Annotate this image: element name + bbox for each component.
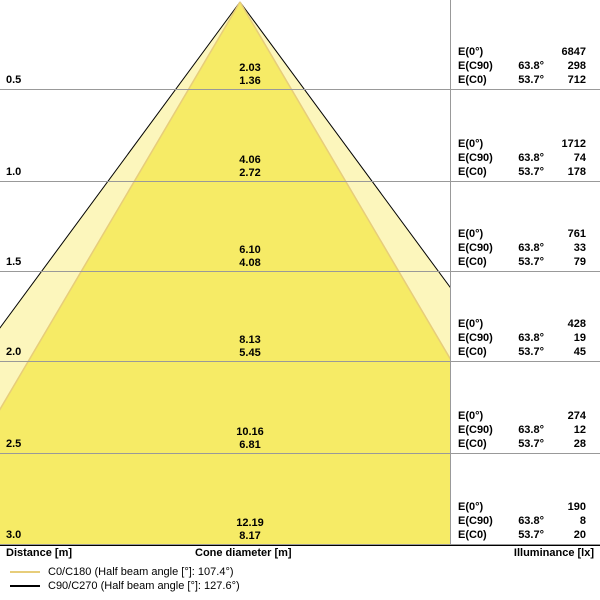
cone-d2: 4.08 (200, 257, 300, 270)
cone-d2: 8.17 (200, 530, 300, 543)
distance-label: 1.0 (6, 166, 21, 178)
axis-labels: Distance [m] Cone diameter [m] Illuminan… (0, 545, 600, 561)
illuminance-block: E(0°) 274 E(C90)63.8°12 E(C0)53.7°28 (450, 410, 600, 451)
cone-values: 10.166.81 (200, 426, 300, 452)
lbl-ec90: E(C90) (450, 60, 500, 74)
val-e0: 761 (544, 228, 590, 242)
legend-c90: C90/C270 (Half beam angle [°]: 127.6°) (10, 580, 590, 592)
illuminance-block: E(0°) 761 E(C90)63.8°33 E(C0)53.7°79 (450, 228, 600, 269)
cone-d1: 4.06 (200, 154, 300, 167)
lbl-ec0: E(C0) (450, 438, 500, 452)
distance-label: 0.5 (6, 74, 21, 86)
val-ec90: 8 (544, 515, 590, 529)
lbl-ec0: E(C0) (450, 256, 500, 270)
val-e0: 190 (544, 501, 590, 515)
val-ec0: 178 (544, 166, 590, 180)
legend-c0-swatch (10, 571, 40, 573)
grid-line (0, 181, 600, 182)
lbl-ec90: E(C90) (450, 515, 500, 529)
legend-c0-label: C0/C180 (Half beam angle [°]: 107.4°) (48, 566, 234, 578)
val-e0: 1712 (544, 138, 590, 152)
distance-label: 2.0 (6, 346, 21, 358)
lbl-ec90: E(C90) (450, 152, 500, 166)
val-ec0: 45 (544, 346, 590, 360)
cone-values: 12.198.17 (200, 517, 300, 543)
grid-line (0, 453, 600, 454)
val-ec90: 19 (544, 332, 590, 346)
ang-c90: 63.8° (500, 515, 544, 529)
ang-c90: 63.8° (500, 332, 544, 346)
illuminance-block: E(0°) 190 E(C90)63.8°8 E(C0)53.7°20 (450, 501, 600, 542)
axis-distance: Distance [m] (6, 547, 72, 559)
legend-c90-label: C90/C270 (Half beam angle [°]: 127.6°) (48, 580, 240, 592)
illuminance-block: E(0°) 1712 E(C90)63.8°74 E(C0)53.7°178 (450, 138, 600, 179)
illuminance-block: E(0°) 428 E(C90)63.8°19 E(C0)53.7°45 (450, 318, 600, 359)
cone-d2: 6.81 (200, 439, 300, 452)
ang-c90: 63.8° (500, 424, 544, 438)
cone-diagram-container: 0.52.031.36E(0°)6847E(C90)63.8°298E(C0)5… (0, 0, 600, 600)
lbl-e0: E(0°) (450, 501, 500, 515)
cone-values: 2.031.36 (200, 62, 300, 88)
ang-c0: 53.7° (500, 529, 544, 543)
cone-values: 6.104.08 (200, 244, 300, 270)
cone-d1: 12.19 (200, 517, 300, 530)
distance-label: 1.5 (6, 256, 21, 268)
cone-d1: 8.13 (200, 334, 300, 347)
val-e0: 428 (544, 318, 590, 332)
lbl-ec0: E(C0) (450, 74, 500, 88)
val-ec0: 712 (544, 74, 590, 88)
legend-c90-swatch (10, 585, 40, 587)
cone-d2: 2.72 (200, 167, 300, 180)
val-ec90: 33 (544, 242, 590, 256)
val-ec0: 79 (544, 256, 590, 270)
lbl-e0: E(0°) (450, 228, 500, 242)
lbl-ec0: E(C0) (450, 529, 500, 543)
lbl-ec0: E(C0) (450, 346, 500, 360)
val-e0: 274 (544, 410, 590, 424)
cone-values: 8.135.45 (200, 334, 300, 360)
lbl-ec90: E(C90) (450, 424, 500, 438)
val-ec90: 298 (544, 60, 590, 74)
ang-c90: 63.8° (500, 152, 544, 166)
ang-c0: 53.7° (500, 438, 544, 452)
val-e0: 6847 (544, 46, 590, 60)
legend: C0/C180 (Half beam angle [°]: 107.4°) C9… (0, 562, 600, 598)
axis-cone: Cone diameter [m] (195, 547, 292, 559)
lbl-e0: E(0°) (450, 410, 500, 424)
distance-label: 3.0 (6, 529, 21, 541)
axis-illuminance: Illuminance [lx] (514, 547, 594, 559)
ang-c90: 63.8° (500, 242, 544, 256)
cone-d1: 10.16 (200, 426, 300, 439)
ang-c90: 63.8° (500, 60, 544, 74)
grid-line (0, 89, 600, 90)
ang-c0: 53.7° (500, 74, 544, 88)
lbl-e0: E(0°) (450, 138, 500, 152)
lbl-e0: E(0°) (450, 318, 500, 332)
grid-line (0, 271, 600, 272)
grid-line (0, 361, 600, 362)
val-ec90: 12 (544, 424, 590, 438)
ang-c0: 53.7° (500, 256, 544, 270)
lbl-ec90: E(C90) (450, 332, 500, 346)
cone-d2: 1.36 (200, 75, 300, 88)
val-ec90: 74 (544, 152, 590, 166)
lbl-e0: E(0°) (450, 46, 500, 60)
illuminance-block: E(0°) 6847 E(C90)63.8°298 E(C0)53.7°712 (450, 46, 600, 87)
legend-c0: C0/C180 (Half beam angle [°]: 107.4°) (10, 566, 590, 578)
lbl-ec90: E(C90) (450, 242, 500, 256)
lbl-ec0: E(C0) (450, 166, 500, 180)
cone-d1: 6.10 (200, 244, 300, 257)
val-ec0: 20 (544, 529, 590, 543)
cone-values: 4.062.72 (200, 154, 300, 180)
distance-label: 2.5 (6, 438, 21, 450)
cone-d1: 2.03 (200, 62, 300, 75)
ang-c0: 53.7° (500, 346, 544, 360)
ang-c0: 53.7° (500, 166, 544, 180)
cone-d2: 5.45 (200, 347, 300, 360)
val-ec0: 28 (544, 438, 590, 452)
